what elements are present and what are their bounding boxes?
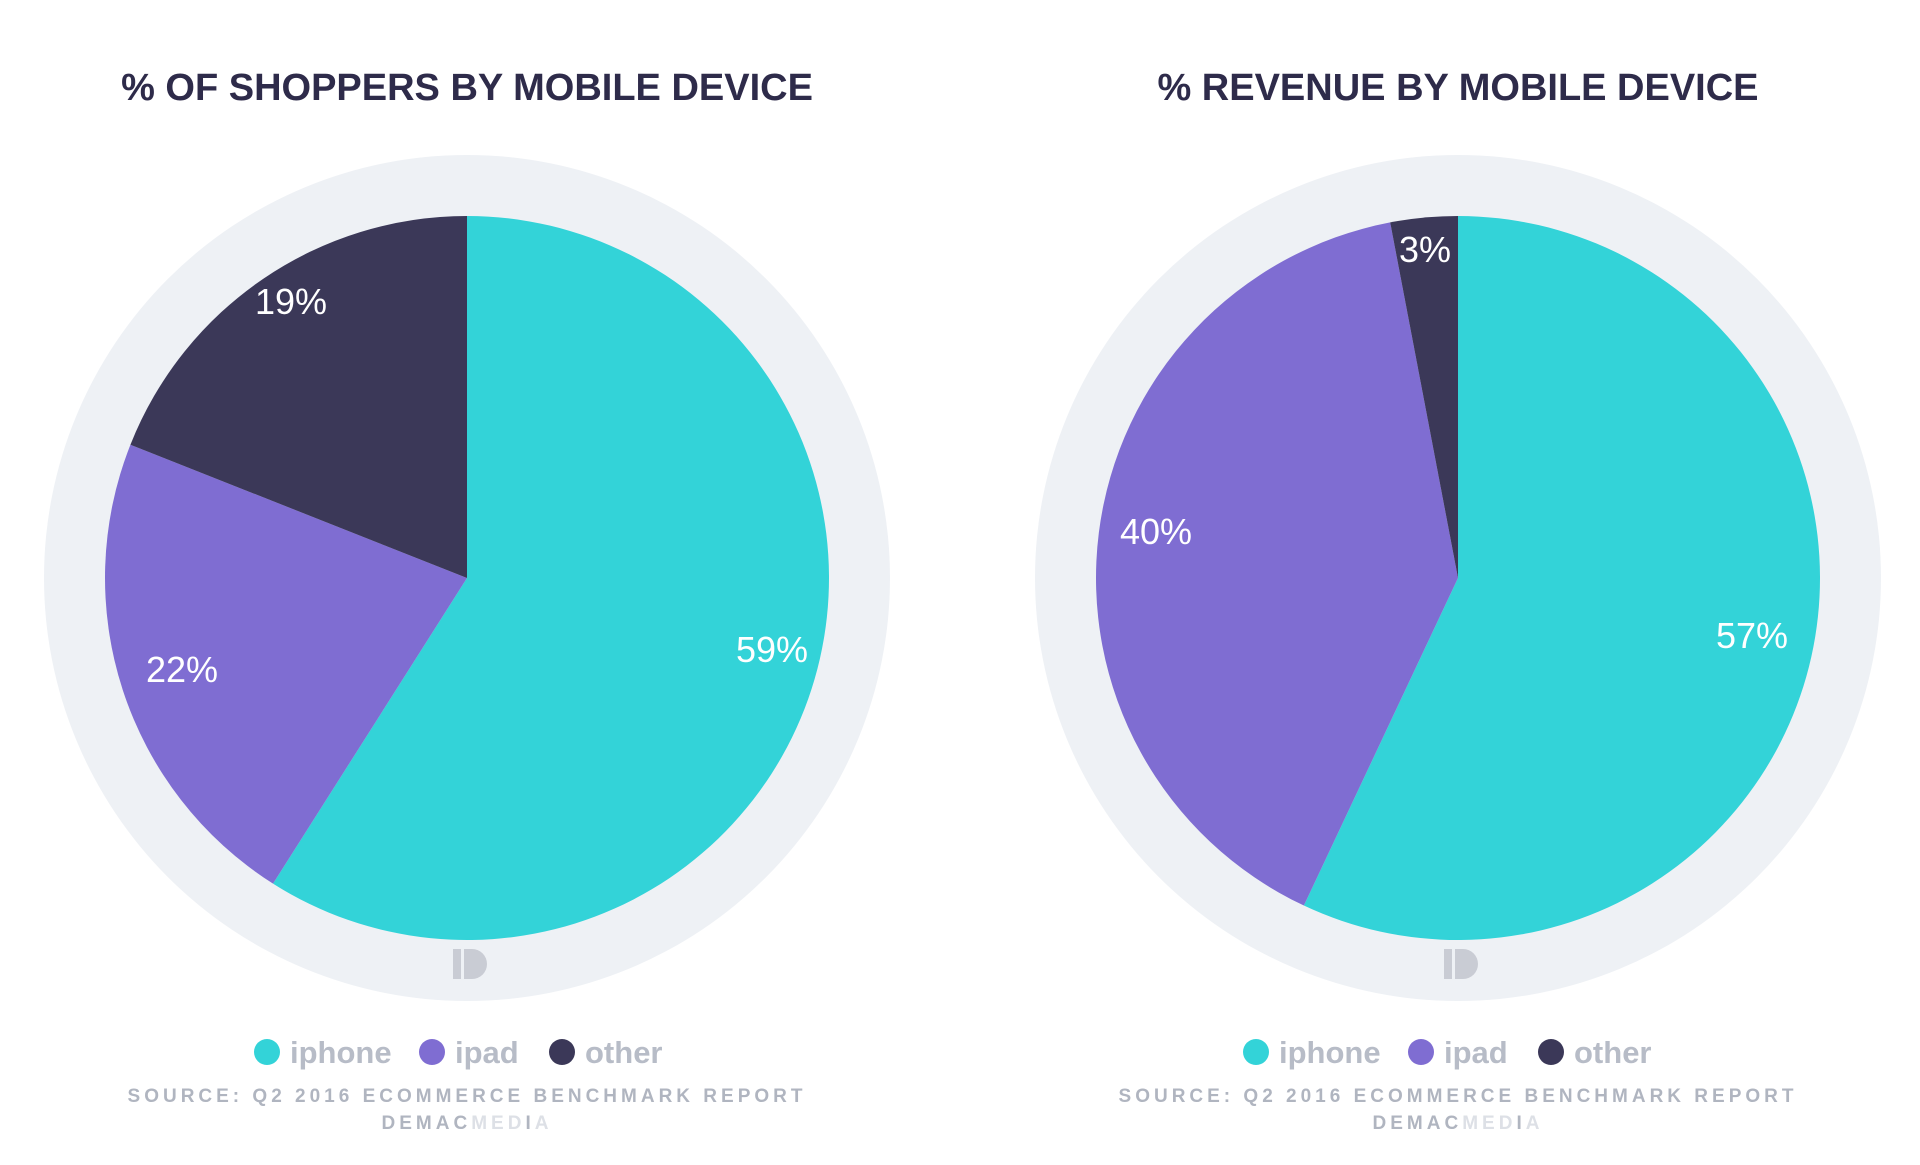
pie-slice-ipad xyxy=(105,444,467,884)
legend-label-ipad: ipad xyxy=(1444,1035,1508,1070)
chart-title: % REVENUE BY MOBILE DEVICE xyxy=(1157,67,1758,109)
pie-slice-iphone xyxy=(273,216,829,940)
brand-text-part1: DEMAC xyxy=(382,1113,472,1134)
brand-text-part1: DEMAC xyxy=(1373,1113,1463,1134)
chart-legend: iphone ipad other xyxy=(1243,1035,1652,1070)
legend-swatch-iphone xyxy=(1243,1039,1269,1065)
slice-label-ipad: 40% xyxy=(1120,511,1192,552)
pie-slice-ipad xyxy=(1096,222,1458,906)
slice-label-iphone: 57% xyxy=(1716,615,1788,656)
brand-text-part2: MED xyxy=(1462,1113,1516,1134)
legend-swatch-other xyxy=(1538,1039,1564,1065)
pie-chart-1: % OF SHOPPERS BY MOBILE DEVICE 59% 22% 19% i… xyxy=(44,67,890,1134)
brand-text-part3: I xyxy=(525,1113,534,1134)
legend-swatch-ipad xyxy=(419,1039,445,1065)
brand-text-part3: I xyxy=(1516,1113,1525,1134)
legend-label-iphone: iphone xyxy=(1279,1035,1381,1070)
pie-slice-other xyxy=(130,216,468,578)
slice-label-other: 19% xyxy=(255,281,327,322)
pie-slice-other xyxy=(1390,216,1458,578)
legend-swatch-iphone xyxy=(254,1039,280,1065)
pie-chart-2: % REVENUE BY MOBILE DEVICE 57% 40% 3% iphone… xyxy=(1035,67,1881,1134)
brand-text-part4: A xyxy=(1526,1113,1544,1134)
legend-label-iphone: iphone xyxy=(290,1035,392,1070)
demac-logo-icon xyxy=(453,949,487,979)
slice-label-ipad: 22% xyxy=(146,649,218,690)
chart-legend: iphone ipad other xyxy=(254,1035,663,1070)
legend-label-other: other xyxy=(1574,1035,1652,1070)
brand-wordmark: DEMACMEDIA xyxy=(382,1113,553,1134)
slice-label-other: 3% xyxy=(1399,229,1451,270)
slice-label-iphone: 59% xyxy=(736,629,808,670)
demac-logo-icon xyxy=(1444,949,1478,979)
legend-label-other: other xyxy=(585,1035,663,1070)
chart-title: % OF SHOPPERS BY MOBILE DEVICE xyxy=(121,67,813,109)
brand-wordmark: DEMACMEDIA xyxy=(1373,1113,1544,1134)
brand-text-part4: A xyxy=(535,1113,553,1134)
source-note: SOURCE: Q2 2016 ECOMMERCE BENCHMARK REPO… xyxy=(1119,1086,1798,1107)
source-note: SOURCE: Q2 2016 ECOMMERCE BENCHMARK REPO… xyxy=(128,1086,807,1107)
brand-text-part2: MED xyxy=(471,1113,525,1134)
legend-swatch-ipad xyxy=(1408,1039,1434,1065)
legend-swatch-other xyxy=(549,1039,575,1065)
pie-slice-iphone xyxy=(1303,216,1821,940)
legend-label-ipad: ipad xyxy=(455,1035,519,1070)
